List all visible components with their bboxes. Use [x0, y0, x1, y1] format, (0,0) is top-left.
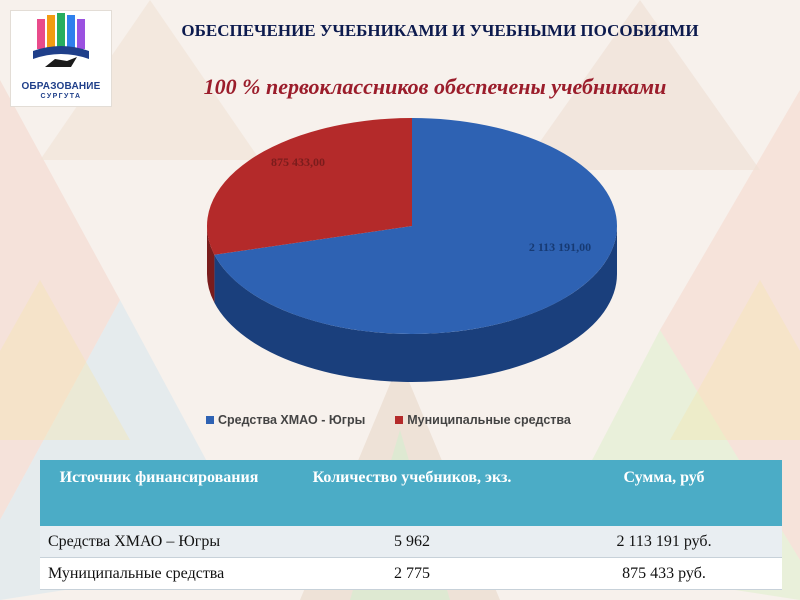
header-sum: Сумма, руб — [546, 460, 782, 526]
page-subtitle: 100 % первоклассников обеспечены учебник… — [203, 74, 667, 99]
cell-source: Муниципальные средства — [40, 557, 278, 590]
legend-swatch-municipal — [395, 416, 404, 424]
legend-swatch-hmao — [206, 416, 214, 424]
chart-legend: Средства ХМАО - Югры Муниципальные средс… — [206, 413, 626, 427]
pie-slice-municipal — [207, 118, 412, 255]
funding-table: Источник финансирования Количество учебн… — [40, 460, 782, 590]
cell-count: 2 775 — [278, 557, 546, 590]
table-row: Муниципальные средства 2 775 875 433 руб… — [40, 557, 782, 590]
pie-side-hmao — [214, 226, 617, 382]
header-count: Количество учебников, экз. — [278, 460, 546, 526]
header-source: Источник финансирования — [40, 460, 278, 526]
pie-side-municipal — [207, 226, 215, 303]
data-label-hmao: 2 113 191,00 — [529, 240, 591, 254]
data-label-municipal: 875 433,00 — [271, 155, 325, 169]
logo-line1: ОБРАЗОВАНИЕ — [21, 81, 101, 92]
table-header-row: Источник финансирования Количество учебн… — [40, 460, 782, 526]
pie-slice-hmao — [214, 118, 617, 335]
cell-sum: 2 113 191 руб. — [546, 526, 782, 558]
cell-source: Средства ХМАО – Югры — [40, 526, 278, 558]
books-icon — [33, 13, 89, 67]
page-title: ОБЕСПЕЧЕНИЕ УЧЕБНИКАМИ И УЧЕБНЫМИ ПОСОБИ… — [181, 21, 699, 40]
logo-line2: СУРГУТА — [40, 93, 82, 100]
legend-label-hmao: Средства ХМАО - Югры — [218, 413, 366, 427]
legend-item-municipal: Муниципальные средства — [395, 413, 571, 427]
cell-sum: 875 433 руб. — [546, 557, 782, 590]
cell-count: 5 962 — [278, 526, 546, 558]
legend-label-municipal: Муниципальные средства — [407, 413, 571, 427]
legend-item-hmao: Средства ХМАО - Югры — [206, 413, 365, 427]
logo: ОБРАЗОВАНИЕ СУРГУТА — [10, 10, 112, 107]
table-row: Средства ХМАО – Югры 5 962 2 113 191 руб… — [40, 526, 782, 558]
